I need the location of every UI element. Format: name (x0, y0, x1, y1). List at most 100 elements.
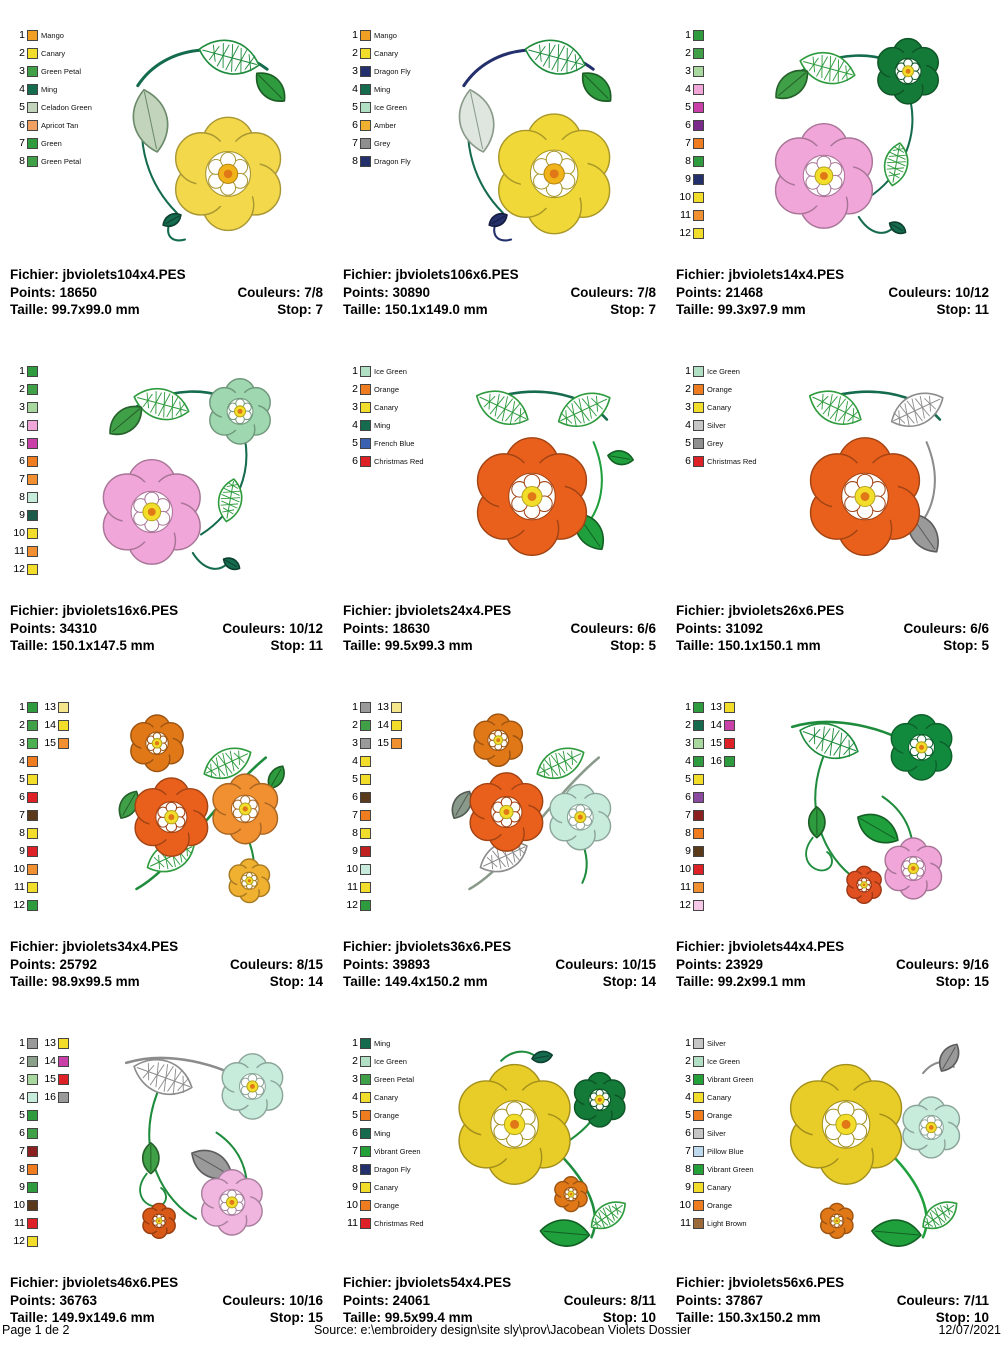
thread-number: 2 (19, 47, 25, 59)
legend-entry: 1 (10, 1034, 38, 1052)
legend-entry: 6 (676, 116, 704, 134)
legend-entry: 4 (10, 1088, 38, 1106)
design-preview-area: 1 Ice Green 2 Orange 3 Canary 4 Silver 5 Grey 6 Chr… (676, 358, 989, 594)
stop-value: 7 (648, 302, 656, 317)
design-cell: 1 2 3 4 5 6 7 8 9 10 11 12 13 14 15 Fichier: jbviolets… (339, 686, 672, 1022)
thread-number: 1 (19, 29, 25, 41)
design-cell: 1 2 3 4 5 6 7 8 9 10 11 12 13 14 15 16 Fichier: jbviole… (6, 1022, 339, 1358)
thread-color-swatch (360, 83, 371, 95)
taille-value: 150.1x149.0 mm (384, 302, 488, 317)
legend-entry: 7 Vibrant Green (343, 1142, 424, 1160)
legend-entry: 3 (676, 62, 704, 80)
thread-color-swatch (360, 1055, 371, 1067)
couleurs-label: Couleurs: (570, 620, 634, 636)
thread-color-swatch (27, 491, 38, 503)
points-value: 31092 (725, 620, 764, 636)
points-value: 23929 (725, 956, 764, 972)
thread-number: 6 (352, 455, 358, 467)
legend-entry: 5 Orange (676, 1106, 754, 1124)
couleurs-value: 10/12 (289, 620, 323, 636)
thread-number: 4 (352, 755, 358, 767)
thread-color-swatch (58, 1037, 69, 1049)
embroidery-preview (774, 37, 940, 235)
thread-number: 13 (44, 1037, 56, 1049)
taille-value: 150.1x150.1 mm (717, 638, 821, 653)
thread-color-swatch (27, 1145, 38, 1157)
thread-number: 16 (710, 755, 722, 767)
thread-color-swatch (27, 809, 38, 821)
legend-entry: 3 Canary (343, 398, 424, 416)
design-cell: 1 Ice Green 2 Orange 3 Canary 4 Ming 5 French Blu… (339, 350, 672, 686)
taille-label: Taille: (676, 1310, 715, 1325)
taille-label: Taille: (343, 974, 382, 989)
points-label: Points: (676, 620, 722, 636)
legend-entry: 2 (676, 716, 704, 734)
thread-number: 9 (685, 845, 691, 857)
thread-color-name: Ming (374, 420, 391, 430)
thread-color-swatch (360, 809, 371, 821)
points-value: 18630 (392, 620, 431, 636)
file-name: jbviolets44x4.PES (728, 939, 845, 954)
legend-entry: 9 Canary (343, 1178, 424, 1196)
legend-entry: 8 Vibrant Green (676, 1160, 753, 1178)
couleurs-label: Couleurs: (237, 284, 301, 300)
thread-color-name: Green Petal (374, 1074, 415, 1084)
thread-color-swatch (693, 365, 704, 377)
thread-number: 15 (377, 737, 389, 749)
points-label: Points: (343, 620, 389, 636)
thread-color-legend: 1 2 3 4 5 6 7 8 9 10 11 12 (10, 358, 38, 594)
file-label: Fichier: (10, 603, 59, 618)
thread-color-legend: 1 2 3 4 5 6 7 8 9 10 11 12 13 14 15 (10, 694, 69, 930)
points-label: Points: (676, 284, 722, 300)
thread-number: 6 (19, 1127, 25, 1139)
design-info: Fichier: jbviolets104x4.PES Points: 1865… (10, 266, 323, 319)
thread-color-swatch (27, 47, 38, 59)
thread-color-name: Mango (41, 30, 64, 40)
thread-number: 4 (352, 1091, 358, 1103)
legend-entry: 14 (41, 1052, 69, 1070)
legend-entry: 5 (10, 434, 38, 452)
legend-entry: 12 (676, 224, 704, 242)
thread-color-swatch (693, 773, 704, 785)
thread-color-name: Canary (374, 1092, 399, 1102)
file-label: Fichier: (676, 939, 725, 954)
design-info: Fichier: jbviolets54x4.PES Points: 24061… (343, 1274, 656, 1327)
thread-color-name: Christmas Red (374, 1218, 424, 1228)
thread-color-name: Orange (374, 1110, 400, 1120)
thread-color-legend: 1 Silver 2 Ice Green 3 Vibrant Green 4 Canary 5 O… (676, 1030, 754, 1266)
embroidery-preview (102, 378, 271, 571)
thread-color-swatch (693, 719, 704, 731)
thread-color-swatch (58, 1055, 69, 1067)
thread-color-swatch (58, 1091, 69, 1103)
stop-label: Stop: (936, 302, 971, 317)
thread-color-swatch (27, 119, 38, 131)
legend-entry: 4 Ming (10, 80, 92, 98)
taille-label: Taille: (343, 1310, 382, 1325)
legend-entry: 1 Mango (10, 26, 92, 44)
thread-number: 12 (679, 899, 691, 911)
points-value: 24061 (392, 1292, 431, 1308)
thread-color-swatch (360, 1091, 371, 1103)
thread-color-name: Christmas Red (707, 456, 757, 466)
taille-stop-line: Taille: 150.3x150.2 mm Stop: 10 (676, 1309, 989, 1327)
thread-color-name: Ice Green (707, 1056, 740, 1066)
file-name: jbviolets46x6.PES (62, 1275, 179, 1290)
thread-color-swatch (360, 737, 371, 749)
file-label: Fichier: (343, 939, 392, 954)
thread-color-swatch (360, 419, 371, 431)
legend-entry: 3 (343, 734, 371, 752)
design-preview-area: 1 2 3 4 5 6 7 8 9 10 11 12 13 14 15 (10, 694, 323, 930)
thread-color-swatch (693, 701, 704, 713)
file-label: Fichier: (343, 267, 392, 282)
design-preview-area: 1 Ice Green 2 Orange 3 Canary 4 Ming 5 French Blu… (343, 358, 656, 594)
stop-value: 15 (973, 974, 989, 989)
thread-color-swatch (693, 791, 704, 803)
taille-stop-line: Taille: 99.5x99.3 mm Stop: 5 (343, 637, 656, 655)
design-info: Fichier: jbviolets34x4.PES Points: 25792… (10, 938, 323, 991)
points-label: Points: (10, 956, 56, 972)
file-label: Fichier: (10, 267, 59, 282)
thread-color-swatch (360, 701, 371, 713)
legend-entry: 11 (343, 878, 371, 896)
embroidery-preview (124, 1053, 284, 1239)
taille-label: Taille: (10, 302, 49, 317)
